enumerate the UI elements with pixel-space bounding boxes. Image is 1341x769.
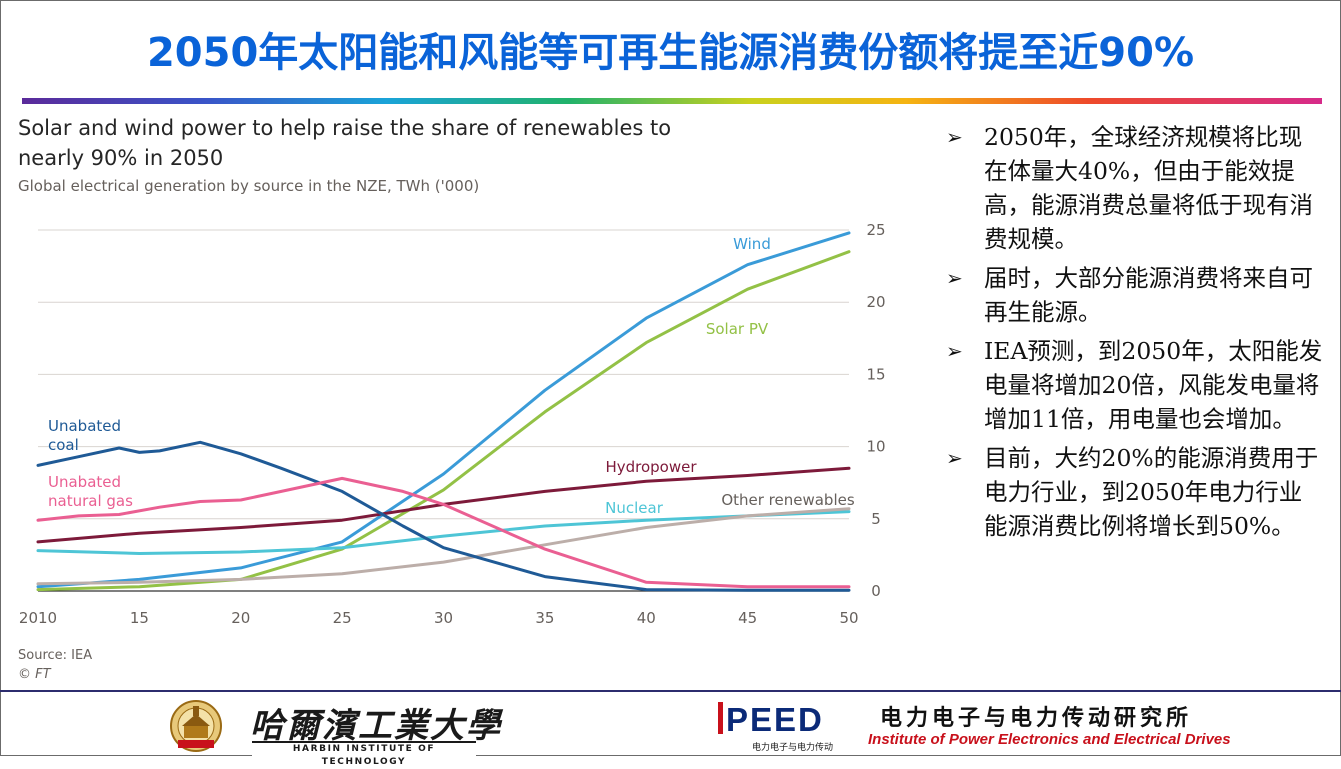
series-label-wind: Wind	[733, 235, 771, 253]
arrow-bullet-icon: ➢	[946, 266, 963, 290]
series-label-unabated-coal: Unabated	[48, 417, 121, 435]
chart-title: Solar and wind power to help raise the s…	[18, 116, 672, 170]
chart-source: Source: IEA © FT	[18, 646, 92, 684]
bullet-item: ➢ 2050年，全球经济规模将比现在体量大40%，但由于能效提高，能源消费总量将低…	[944, 120, 1324, 256]
series-line-solar-pv	[36, 250, 851, 592]
y-tick-label: 20	[866, 293, 885, 311]
peed-logo-subtitle: 电力电子与电力传动	[752, 743, 834, 753]
peed-logo: PEED	[718, 701, 824, 736]
x-tick-label: 40	[637, 609, 656, 627]
y-tick-label: 0	[871, 582, 881, 600]
arrow-bullet-icon: ➢	[946, 339, 963, 363]
series-line-unabated-coal	[36, 440, 851, 592]
bullet-item: ➢ 届时，大部分能源消费将来自可再生能源。	[944, 261, 1324, 329]
series-line-unabated-natural-gas	[36, 476, 851, 589]
y-tick-label: 5	[871, 510, 881, 528]
x-tick-label: 25	[333, 609, 352, 627]
series-label-nuclear: Nuclear	[605, 499, 664, 517]
x-tick-label: 15	[130, 609, 149, 627]
series-label-other-renewables: Other renewables	[721, 491, 855, 509]
peed-logo-text: PEED	[726, 701, 824, 736]
university-name-cn: 哈爾濱工業大學	[250, 706, 502, 746]
x-tick-label: 35	[535, 609, 554, 627]
bullet-text: 目前，大约20%的能源消费用于电力行业，到2050年电力行业能源消费比例将增长到…	[984, 444, 1319, 540]
bullet-item: ➢ IEA预测，到2050年，太阳能发电量将增加20倍，风能发电量将增加11倍，用…	[944, 334, 1324, 436]
series-label-unabated-natural-gas: Unabated	[48, 473, 121, 491]
series-line-nuclear	[36, 510, 851, 555]
bullet-text: IEA预测，到2050年，太阳能发电量将增加20倍，风能发电量将增加11倍，用电…	[984, 337, 1323, 433]
institute-name-cn: 电力电子与电力传动研究所	[880, 705, 1193, 731]
university-name-en: HARBIN INSTITUTE OF TECHNOLOGY	[252, 741, 476, 767]
series-label-unabated-coal: coal	[48, 436, 79, 454]
arrow-bullet-icon: ➢	[946, 125, 963, 149]
series-label-solar-pv: Solar PV	[706, 320, 769, 338]
bullet-list: ➢ 2050年，全球经济规模将比现在体量大40%，但由于能效提高，能源消费总量将低…	[944, 120, 1324, 548]
rainbow-divider	[22, 98, 1322, 104]
x-tick-label: 2010	[19, 609, 57, 627]
y-tick-label: 15	[866, 365, 885, 383]
series-label-unabated-natural-gas: natural gas	[48, 492, 133, 510]
slide-title: 2050年太阳能和风能等可再生能源消费份额将提至近90%	[146, 30, 1195, 76]
series-line-wind	[36, 231, 851, 589]
x-tick-label: 30	[434, 609, 453, 627]
x-tick-label: 50	[839, 609, 858, 627]
bullet-text: 届时，大部分能源消费将来自可再生能源。	[984, 264, 1313, 326]
arrow-bullet-icon: ➢	[946, 446, 963, 470]
bullet-item: ➢ 目前，大约20%的能源消费用于电力行业，到2050年电力行业能源消费比例将增长…	[944, 441, 1324, 543]
university-seal-icon	[170, 700, 222, 752]
institute-name-en: Institute of Power Electronics and Elect…	[868, 731, 1231, 748]
line-chart: 0 5 10 15 20 25 2010 15 20 25 30 35 40 45 50 Wind Solar …	[19, 221, 886, 627]
bullet-text: 2050年，全球经济规模将比现在体量大40%，但由于能效提高，能源消费总量将低于…	[984, 123, 1313, 253]
source-line: Source: IEA	[18, 648, 93, 663]
series-line-other-renewables	[36, 507, 851, 586]
y-tick-label: 25	[866, 221, 885, 239]
footer-divider	[0, 690, 1341, 692]
copyright-line: © FT	[18, 667, 51, 682]
x-tick-label: 45	[738, 609, 757, 627]
y-tick-label: 10	[866, 438, 885, 456]
chart-subtitle: Global electrical generation by source i…	[18, 177, 480, 195]
x-tick-label: 20	[231, 609, 250, 627]
series-label-hydropower: Hydropower	[605, 458, 697, 476]
